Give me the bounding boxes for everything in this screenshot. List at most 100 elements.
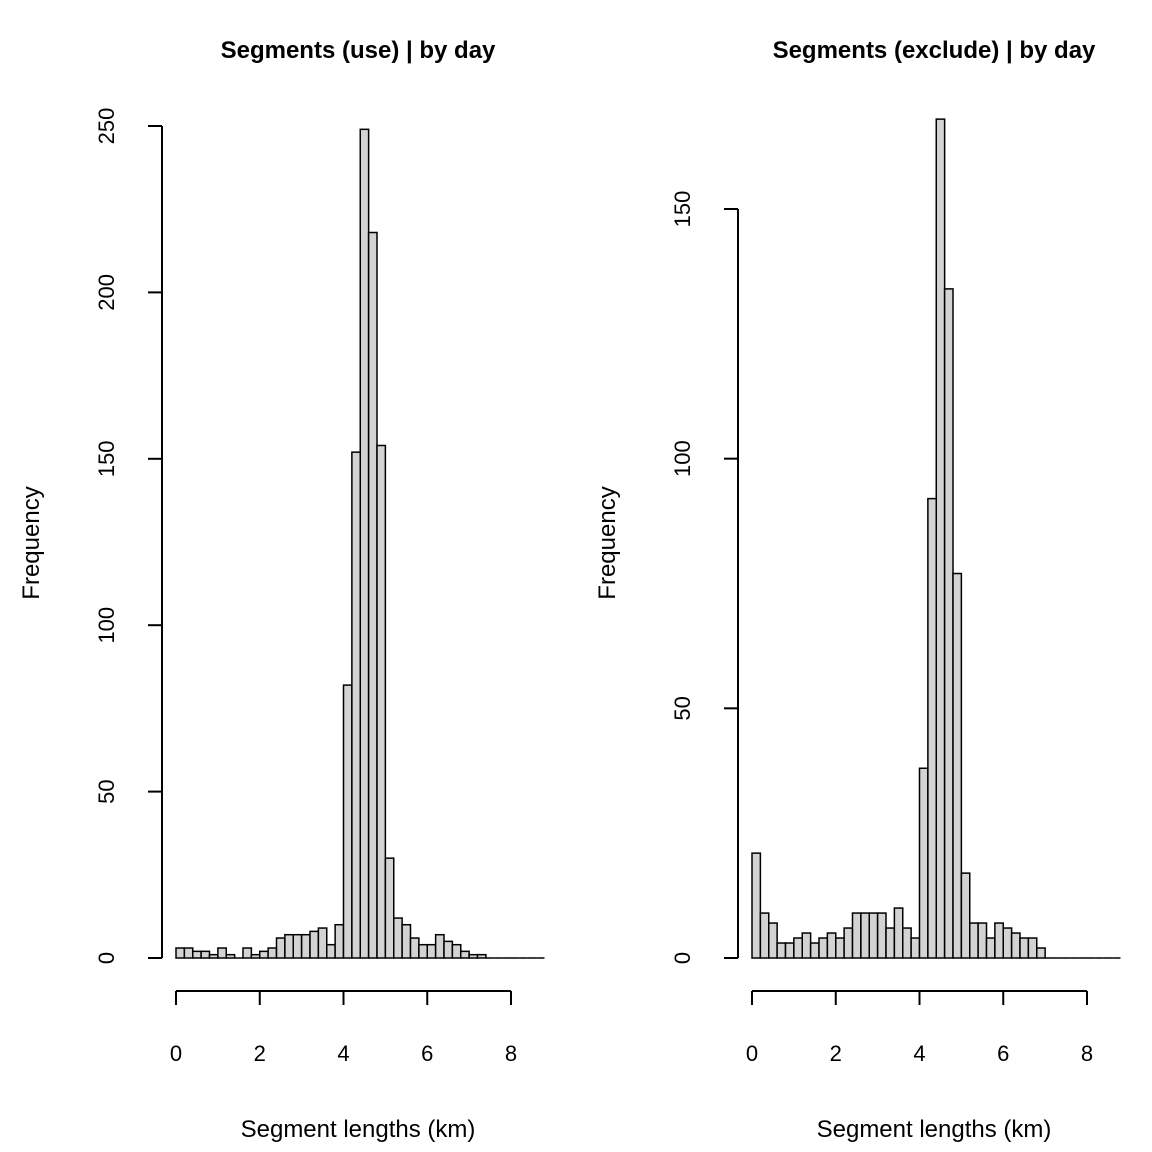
histogram-bar bbox=[860, 912, 870, 959]
histogram-bar bbox=[960, 872, 971, 959]
histogram-bar bbox=[426, 943, 437, 959]
histogram-bar bbox=[994, 922, 1004, 959]
histogram-bar bbox=[1002, 927, 1013, 959]
histogram-bar bbox=[876, 912, 887, 959]
histogram-bar bbox=[1010, 932, 1021, 959]
histogram-bar bbox=[384, 857, 395, 959]
histogram-bar bbox=[292, 933, 303, 959]
bar-group bbox=[175, 128, 545, 959]
histogram-bar bbox=[468, 953, 479, 959]
histogram-bar bbox=[776, 942, 787, 959]
histogram-bar bbox=[902, 927, 912, 959]
y-axis-label: Frequency bbox=[18, 486, 45, 599]
histogram-bar bbox=[242, 947, 253, 959]
y-tick-label: 150 bbox=[670, 191, 695, 228]
histogram-bar bbox=[460, 950, 470, 959]
x-tick-label: 8 bbox=[505, 1041, 517, 1066]
x-tick-label: 2 bbox=[830, 1041, 842, 1066]
x-axis-label: Segment lengths (km) bbox=[817, 1116, 1052, 1143]
histogram-bar bbox=[434, 933, 445, 959]
histogram-bar bbox=[225, 953, 236, 959]
histogram-bar bbox=[334, 923, 345, 959]
chart-title: Segments (exclude) | by day bbox=[773, 37, 1096, 64]
x-axis: 0 2 4 6 8 bbox=[746, 990, 1093, 1066]
histogram-bar bbox=[943, 288, 954, 959]
x-tick-label: 8 bbox=[1081, 1041, 1093, 1066]
y-tick-label: 0 bbox=[94, 952, 119, 964]
y-tick-label: 50 bbox=[670, 696, 695, 720]
y-axis: 0 50 100 150 200 250 bbox=[94, 108, 163, 964]
histogram-bar bbox=[476, 953, 487, 959]
histogram-bar bbox=[317, 927, 328, 959]
histogram-bar bbox=[751, 852, 762, 959]
y-tick-label: 50 bbox=[94, 779, 119, 803]
histogram-bar bbox=[267, 947, 278, 959]
histogram-bar bbox=[759, 912, 770, 959]
histogram-bar bbox=[935, 118, 946, 959]
histogram-bar bbox=[326, 943, 336, 959]
x-axis-label: Segment lengths (km) bbox=[241, 1116, 476, 1143]
histogram-bar bbox=[1027, 937, 1038, 959]
histogram-bar bbox=[868, 912, 879, 959]
histogram-bar bbox=[401, 923, 412, 959]
y-axis-label: Frequency bbox=[594, 486, 621, 599]
y-tick-label: 0 bbox=[670, 952, 695, 964]
histogram-bar bbox=[952, 572, 963, 959]
histogram-bar bbox=[175, 947, 186, 959]
histogram-bar bbox=[451, 943, 462, 959]
histogram-bar bbox=[409, 937, 420, 959]
x-axis: 0 2 4 6 8 bbox=[170, 990, 517, 1066]
histogram-bar bbox=[826, 932, 837, 959]
histogram-bar bbox=[1036, 947, 1046, 959]
histogram-bar bbox=[784, 942, 795, 959]
histogram-bar bbox=[893, 907, 904, 959]
y-tick-label: 100 bbox=[94, 607, 119, 644]
x-tick-label: 0 bbox=[746, 1041, 758, 1066]
histogram-bar bbox=[851, 912, 862, 959]
histogram-bar bbox=[768, 922, 778, 959]
histogram-bar bbox=[977, 922, 988, 959]
histogram-bar bbox=[342, 684, 353, 959]
histogram-bar bbox=[200, 950, 211, 959]
x-tick-label: 0 bbox=[170, 1041, 182, 1066]
histogram-bar bbox=[217, 947, 227, 959]
histogram-bar bbox=[275, 937, 286, 959]
x-tick-label: 4 bbox=[913, 1041, 925, 1066]
histogram-bar bbox=[1019, 937, 1030, 959]
x-tick-label: 6 bbox=[421, 1041, 433, 1066]
histogram-panel-use: Segments (use) | by day Segment lengths … bbox=[18, 37, 545, 1143]
histogram-bar bbox=[835, 937, 845, 959]
histogram-bar bbox=[309, 930, 320, 959]
histogram-bar bbox=[818, 937, 829, 959]
x-tick-label: 4 bbox=[337, 1041, 349, 1066]
bar-group bbox=[751, 118, 1121, 959]
histogram-bar bbox=[259, 950, 269, 959]
chart-title: Segments (use) | by day bbox=[221, 37, 496, 64]
histogram-bar bbox=[809, 942, 820, 959]
x-tick-label: 2 bbox=[254, 1041, 266, 1066]
histogram-bar bbox=[801, 932, 812, 959]
histogram-bar bbox=[393, 917, 403, 959]
histogram-bar bbox=[376, 444, 387, 959]
y-tick-label: 200 bbox=[94, 274, 119, 311]
y-axis: 0 50 100 150 bbox=[670, 191, 739, 964]
histogram-bar bbox=[969, 922, 979, 959]
histogram-bar bbox=[183, 947, 194, 959]
histogram-bar bbox=[985, 937, 996, 959]
histogram-bar bbox=[443, 940, 454, 959]
y-tick-label: 250 bbox=[94, 108, 119, 145]
histogram-bar bbox=[793, 937, 803, 959]
histogram-bar bbox=[351, 451, 361, 959]
histogram-bar bbox=[359, 128, 370, 959]
histogram-panel-exclude: Segments (exclude) | by day Segment leng… bbox=[594, 37, 1121, 1143]
x-tick-label: 6 bbox=[997, 1041, 1009, 1066]
histogram-bar bbox=[192, 950, 202, 959]
histogram-bar bbox=[418, 943, 428, 959]
histogram-bar bbox=[300, 933, 311, 959]
histogram-bar bbox=[367, 231, 378, 959]
y-tick-label: 150 bbox=[94, 440, 119, 477]
histogram-bar bbox=[250, 953, 261, 959]
histogram-bar bbox=[910, 937, 921, 959]
histogram-bar bbox=[927, 497, 937, 959]
